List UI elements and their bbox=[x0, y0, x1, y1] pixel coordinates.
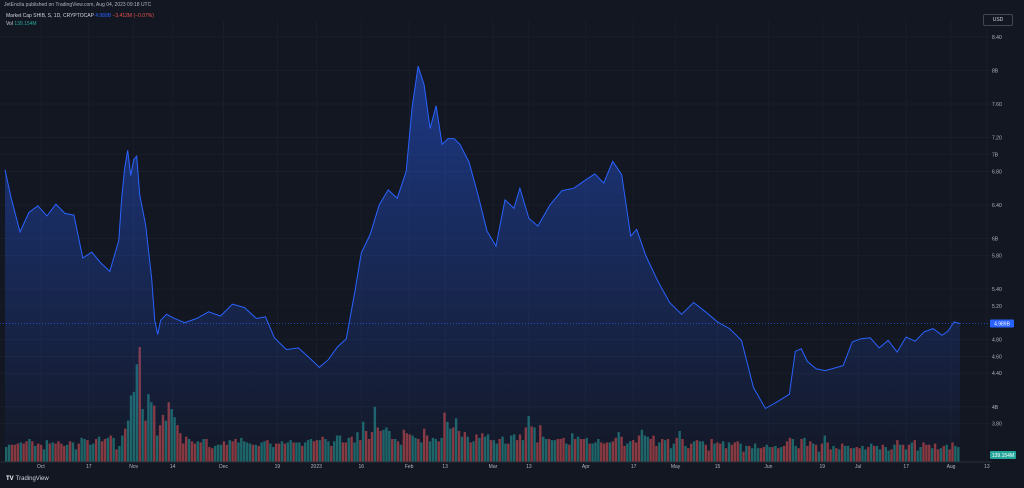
x-tick-label: May bbox=[671, 464, 681, 470]
x-tick-label: 17 bbox=[903, 464, 909, 470]
legend-vol-value: 139.154M bbox=[14, 21, 37, 27]
y-axis: 8.40 8B 7.60 7.20 7B 6.80 6.40 6B 5.80 5.40 5.20 4.… bbox=[992, 35, 1002, 428]
publish-header: JetEncila published on TradingView.com, … bbox=[4, 2, 152, 8]
x-tick-label: Jun bbox=[764, 464, 772, 470]
y-tick-label: 4.40 bbox=[992, 371, 1002, 377]
x-tick-label: Mar bbox=[489, 464, 498, 470]
y-tick-label: 6.80 bbox=[992, 169, 1002, 175]
currency-button[interactable]: USD bbox=[983, 14, 1013, 26]
x-tick-label: 19 bbox=[820, 464, 826, 470]
x-tick-label: Nov bbox=[129, 464, 138, 470]
x-tick-label: Oct bbox=[37, 464, 45, 470]
legend-last-value: 4.989B bbox=[95, 13, 112, 19]
y-tick-label: 4.80 bbox=[992, 338, 1002, 344]
y-tick-label: 6B bbox=[992, 237, 999, 243]
y-tick-label: 3.80 bbox=[992, 422, 1002, 428]
x-tick-label: 13 bbox=[526, 464, 532, 470]
tv-logo-icon: TV bbox=[6, 476, 14, 482]
y-tick-label: 5.40 bbox=[992, 287, 1002, 293]
chart-legend: Market Cap SHIB, S, 1D, CRYPTOCAP 4.989B… bbox=[6, 13, 154, 27]
legend-change: −3.412M (−0.07%) bbox=[112, 13, 154, 19]
price-tag-box bbox=[990, 319, 1014, 328]
y-tick-label: 5.80 bbox=[992, 253, 1002, 259]
y-tick-label: 4B bbox=[992, 405, 999, 411]
x-tick-label: 13 bbox=[442, 464, 448, 470]
volume-tag-box bbox=[990, 451, 1016, 459]
x-tick-label: 2023 bbox=[311, 464, 322, 470]
legend-vol-label: Vol bbox=[6, 21, 13, 27]
x-tick-label: Aug bbox=[947, 464, 956, 470]
price-tags: 4.989B 139.154M bbox=[990, 319, 1016, 459]
y-tick-label: 7.20 bbox=[992, 136, 1002, 142]
legend-volume-row: Vol 139.154M bbox=[6, 21, 154, 27]
area-fill bbox=[5, 66, 960, 462]
legend-symbol: Market Cap SHIB, S, 1D, CRYPTOCAP bbox=[6, 13, 94, 19]
legend-series-row: Market Cap SHIB, S, 1D, CRYPTOCAP 4.989B… bbox=[6, 13, 154, 19]
x-axis: Oct 17 Nov 14 Dec 19 2023 16 Feb 13 Mar 13 Apr 17 May 1… bbox=[0, 461, 992, 470]
x-tick-label: Dec bbox=[219, 464, 228, 470]
x-tick-label: 16 bbox=[358, 464, 364, 470]
price-tag-label: 4.989B bbox=[994, 322, 1011, 328]
x-tick-label: 13 bbox=[984, 464, 990, 470]
y-tick-label: 7B bbox=[992, 153, 999, 159]
volume-tag-label: 139.154M bbox=[992, 453, 1014, 459]
x-tick-label: 19 bbox=[275, 464, 281, 470]
x-tick-label: 17 bbox=[86, 464, 92, 470]
tradingview-logo[interactable]: TV TradingView bbox=[6, 476, 49, 482]
x-tick-label: 17 bbox=[631, 464, 637, 470]
brand-label: TradingView bbox=[15, 476, 49, 482]
y-tick-label: 8B bbox=[992, 68, 999, 74]
y-tick-label: 7.60 bbox=[992, 102, 1002, 108]
y-tick-label: 5.20 bbox=[992, 304, 1002, 310]
y-tick-label: 4.60 bbox=[992, 354, 1002, 360]
x-tick-label: 14 bbox=[170, 464, 176, 470]
x-tick-label: Apr bbox=[582, 464, 590, 470]
price-line bbox=[4, 66, 961, 410]
x-tick-label: 15 bbox=[715, 464, 721, 470]
y-tick-label: 6.40 bbox=[992, 203, 1002, 209]
x-tick-label: Jul bbox=[855, 464, 861, 470]
x-tick-label: Feb bbox=[405, 464, 414, 470]
y-tick-label: 8.40 bbox=[992, 35, 1002, 41]
